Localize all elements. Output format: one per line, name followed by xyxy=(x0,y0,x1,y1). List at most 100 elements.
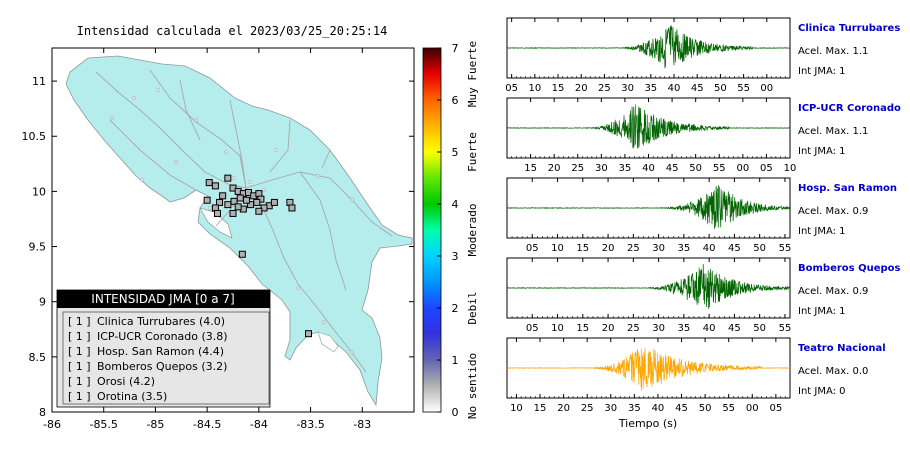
time-tick-label: 45 xyxy=(728,243,741,254)
station-name-label: ICP-UCR Coronado xyxy=(798,103,901,114)
lon-tick-label: -84.5 xyxy=(193,418,221,431)
colorbar-tick-label: 0 xyxy=(452,406,459,419)
colorbar-category-label: Debil xyxy=(466,291,479,324)
colorbar-category-label: Moderado xyxy=(466,204,479,257)
lon-tick-label: -84 xyxy=(250,418,268,431)
colorbar-tick-label: 5 xyxy=(452,146,459,159)
lon-tick-label: -83.5 xyxy=(296,418,324,431)
seismogram-panel: 15 20 25 30 35 40 45 50 55 00 05 10 ICP-UCR Coronado… xyxy=(506,97,901,174)
colorbar-tick-label: 2 xyxy=(452,302,459,315)
station-marker xyxy=(238,250,246,258)
time-tick-label: 20 xyxy=(602,243,615,254)
station-marker xyxy=(305,330,313,338)
colorbar-tick-label: 4 xyxy=(452,198,459,211)
station-marker xyxy=(236,194,244,202)
colorbar-tick-label: 7 xyxy=(452,42,459,55)
lat-tick-label: 9.5 xyxy=(29,241,47,254)
station-marker xyxy=(216,198,224,206)
max-acceleration-label: Acel. Max. 0.9 xyxy=(798,206,868,217)
legend-item-jma: [ 1 ] xyxy=(68,360,91,373)
map-frame xyxy=(51,47,415,413)
station-marker xyxy=(219,192,227,200)
time-tick-label: 10 xyxy=(510,403,523,414)
time-tick-label: 30 xyxy=(595,163,608,174)
time-tick-label: 35 xyxy=(628,403,641,414)
lat-tick-label: 9 xyxy=(39,296,46,309)
time-tick-label: 35 xyxy=(619,163,632,174)
seismogram-panel: 05 10 15 20 25 30 35 40 45 50 55 Bomberos Quepos Ace… xyxy=(506,257,901,334)
station-marker xyxy=(229,209,237,217)
intensity-map: Intensidad calculada el 2023/03/25_20:25… xyxy=(22,24,415,431)
time-tick-label: 50 xyxy=(753,243,766,254)
time-tick-label: 35 xyxy=(678,243,691,254)
lat-tick-label: 10.5 xyxy=(22,130,47,143)
station-marker xyxy=(234,203,242,211)
station-marker xyxy=(211,182,219,190)
time-tick-label: 15 xyxy=(552,83,565,94)
lat-tick-label: 8 xyxy=(39,406,46,419)
time-tick-label: 05 xyxy=(526,323,539,334)
waveform-line xyxy=(506,185,791,229)
time-tick-label: 25 xyxy=(627,323,640,334)
legend-item-station: Orotina (3.5) xyxy=(97,390,167,403)
time-tick-label: 10 xyxy=(551,243,564,254)
time-tick-label: 05 xyxy=(760,163,773,174)
legend-item-station: Hosp. San Ramon (4.4) xyxy=(97,345,224,358)
longitude-axis: -86 -85.5 -85 -84.5 -84 -83.5 -83 xyxy=(43,48,371,431)
lat-tick-label: 8.5 xyxy=(29,351,47,364)
time-tick-label: 20 xyxy=(548,163,561,174)
time-tick-label: 00 xyxy=(760,83,773,94)
waveform-line xyxy=(506,104,791,149)
time-tick-label: 20 xyxy=(575,83,588,94)
time-tick-label: 05 xyxy=(769,403,782,414)
time-tick-label: 50 xyxy=(753,323,766,334)
lat-tick-label: 11 xyxy=(32,75,46,88)
seismogram-panel: 10 15 20 25 30 35 40 45 50 55 00 05 Teatro Nacional A… xyxy=(506,337,886,414)
time-tick-label: 25 xyxy=(627,243,640,254)
jma-intensity-label: Int JMA: 1 xyxy=(798,226,846,237)
time-tick-label: 20 xyxy=(602,323,615,334)
time-tick-label: 50 xyxy=(689,163,702,174)
time-tick-label: 45 xyxy=(728,323,741,334)
legend-item-jma: [ 1 ] xyxy=(68,390,91,403)
station-name-label: Teatro Nacional xyxy=(798,343,886,354)
time-tick-label: 15 xyxy=(524,163,537,174)
station-name-label: Bomberos Quepos xyxy=(798,263,901,274)
time-tick-label: 05 xyxy=(505,83,518,94)
time-tick-label: 55 xyxy=(722,403,735,414)
time-tick-label: 25 xyxy=(598,83,611,94)
lon-tick-label: -83 xyxy=(353,418,371,431)
time-tick-label: 15 xyxy=(576,323,589,334)
time-tick-label: 55 xyxy=(737,83,750,94)
station-marker xyxy=(205,179,213,187)
legend-item-jma: [ 1 ] xyxy=(68,315,91,328)
station-marker xyxy=(224,174,232,182)
max-acceleration-label: Acel. Max. 0.9 xyxy=(798,286,868,297)
colorbar-category-label: No sentido xyxy=(466,353,479,419)
time-tick-label: 15 xyxy=(576,243,589,254)
time-axis-label: Tiempo (s) xyxy=(618,417,677,430)
legend-item-jma: [ 1 ] xyxy=(68,375,91,388)
colorbar-ramp xyxy=(422,47,442,413)
time-tick-label: 55 xyxy=(779,243,792,254)
time-tick-label: 15 xyxy=(534,403,547,414)
time-tick-label: 55 xyxy=(713,163,726,174)
lon-tick-label: -85 xyxy=(146,418,164,431)
time-tick-label: 45 xyxy=(666,163,679,174)
time-tick-label: 25 xyxy=(571,163,584,174)
time-tick-label: 10 xyxy=(528,83,541,94)
seismogram-panel: 05 10 15 20 25 30 35 40 45 50 55 Hosp. San Ramon Ace… xyxy=(506,177,897,254)
station-marker xyxy=(247,201,255,209)
jma-intensity-label: Int JMA: 1 xyxy=(798,66,846,77)
station-marker xyxy=(242,196,250,204)
max-acceleration-label: Acel. Max. 1.1 xyxy=(798,126,868,137)
station-name-label: Clinica Turrubares xyxy=(798,23,900,34)
lon-tick-label: -86 xyxy=(43,418,61,431)
time-tick-label: 40 xyxy=(668,83,681,94)
station-name-label: Hosp. San Ramon xyxy=(798,183,897,194)
station-marker xyxy=(224,201,232,209)
time-tick-label: 05 xyxy=(526,243,539,254)
time-tick-label: 50 xyxy=(699,403,712,414)
latitude-axis: 11 10.5 10 9.5 9 8.5 8 xyxy=(22,75,414,419)
